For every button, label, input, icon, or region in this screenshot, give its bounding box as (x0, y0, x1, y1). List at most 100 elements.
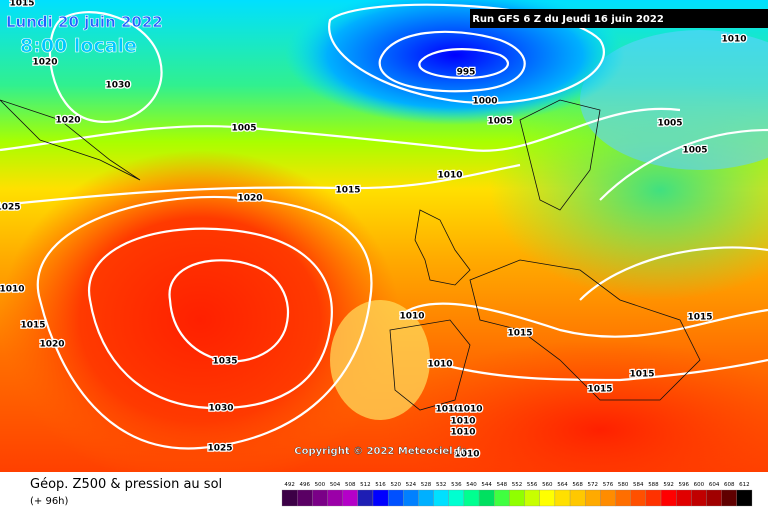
isobar (0, 107, 681, 152)
isobar-label: 1030 (208, 404, 233, 414)
isobar-label: 1020 (32, 58, 57, 68)
isobar-label: 1015 (20, 321, 45, 331)
colorbar-label: 560 (542, 482, 553, 488)
isobar-label: 1010 (435, 405, 460, 415)
coast-europe (469, 259, 701, 401)
coastlines (0, 99, 701, 411)
isobar-label: 1010 (437, 171, 462, 181)
coast-scandinavia (519, 99, 601, 211)
colorbar-label: 508 (345, 482, 356, 488)
colorbar-swatch (539, 489, 556, 507)
field-low (285, 0, 625, 125)
colorbar-swatch (630, 489, 647, 507)
colorbar-label: 572 (588, 482, 599, 488)
isobar-label: 1015 (507, 329, 532, 339)
run-info-box (470, 9, 768, 28)
colorbar-label: 600 (694, 482, 705, 488)
colorbar-swatch (569, 489, 586, 507)
colorbar-swatch (357, 489, 374, 507)
isobar-label: 1010 (450, 428, 475, 438)
isobar-label: 1005 (657, 119, 682, 129)
colorbar-label: 588 (648, 482, 659, 488)
colorbar-swatch (433, 489, 449, 507)
coast-greenland (0, 99, 141, 181)
field-iberia (330, 300, 430, 420)
colorbar-label: 536 (451, 482, 462, 488)
colorbar-label: 584 (633, 482, 644, 488)
isobar (378, 30, 526, 93)
field-high (0, 150, 400, 490)
isobar-label: 995 (457, 68, 476, 78)
isobar-label: 1005 (682, 146, 707, 156)
colorbar-swatch (281, 489, 298, 507)
colorbar-swatch (660, 489, 677, 507)
colorbar-label: 492 (284, 482, 295, 488)
colorbar-swatch (691, 489, 707, 507)
colorbar-swatch (615, 489, 631, 507)
isobar-label: 1015 (335, 186, 360, 196)
colorbar-swatch (736, 489, 753, 507)
isobar (0, 163, 521, 207)
isobar-label: 1010 (450, 417, 475, 427)
isobar-label: 1020 (237, 194, 262, 204)
isobar-label: 1005 (231, 124, 256, 134)
colorbar-swatch (509, 489, 525, 507)
colorbar-swatch (387, 489, 404, 507)
colorbar-swatch (463, 489, 480, 507)
field-south (380, 340, 768, 512)
isobar-label: 1015 (629, 370, 654, 380)
colorbar-swatch (524, 489, 540, 507)
colorbar-swatch (721, 489, 737, 507)
colorbar-label: 580 (618, 482, 629, 488)
colorbar-label: 556 (527, 482, 538, 488)
colorbar-label: 496 (299, 482, 310, 488)
colorbar-swatch (418, 489, 434, 507)
footer-title: Géop. Z500 & pression au sol (30, 477, 222, 492)
isobars (0, 3, 768, 450)
colorbar-label: 532 (436, 482, 447, 488)
valid-date: Lundi 20 juin 2022 (6, 13, 163, 31)
isobar-label: 1015 (9, 0, 34, 9)
isobar (439, 358, 768, 382)
isobar-label: 1010 (721, 35, 746, 45)
isobar-label: 1015 (587, 385, 612, 395)
isobar-label: 1010 (0, 285, 25, 295)
colorbar-swatch (494, 489, 510, 507)
isobar-labels: 1015 1020 1030 1020 1005 995 1000 1005 1010 1005 1… (0, 0, 748, 461)
colorbar-swatch (327, 489, 343, 507)
run-info: Run GFS 6 Z du Jeudi 16 juin 2022 (472, 14, 664, 25)
colorbar-swatch (676, 489, 692, 507)
colorbar-label: 604 (709, 482, 720, 488)
colorbar-swatch (706, 489, 722, 507)
colorbar-swatch (372, 489, 389, 507)
colorbar-swatch (297, 489, 313, 507)
colorbar-label: 564 (557, 482, 568, 488)
colorbar-label: 612 (739, 482, 750, 488)
colorbar-label: 528 (421, 482, 432, 488)
copyright: Copyright © 2022 Meteociel.fr (294, 446, 465, 457)
coast-iberia (389, 319, 471, 411)
colorbar-label: 512 (360, 482, 371, 488)
isobar-label: 1010 (457, 405, 482, 415)
colorbar-label: 540 (466, 482, 477, 488)
isobar-label: 1000 (472, 97, 497, 107)
isobar-label: 1030 (105, 81, 130, 91)
isobar-label: 1015 (687, 313, 712, 323)
colorbar-swatch (600, 489, 616, 507)
isobar-label: 1005 (487, 117, 512, 127)
colorbar-swatch (478, 489, 495, 507)
colorbar-label: 548 (497, 482, 508, 488)
isobar-label: 1025 (207, 444, 232, 454)
isobar (599, 128, 768, 201)
colorbar-swatch (645, 489, 662, 507)
isobar (168, 259, 290, 363)
isobar-label: 1020 (39, 340, 64, 350)
isobar-label: 1035 (212, 357, 237, 367)
isobar (418, 48, 509, 80)
colorbar-label: 520 (390, 482, 401, 488)
local-time: 8:00 locale (20, 35, 137, 57)
colorbar-label: 524 (406, 482, 417, 488)
colorbar-swatch (342, 489, 358, 507)
